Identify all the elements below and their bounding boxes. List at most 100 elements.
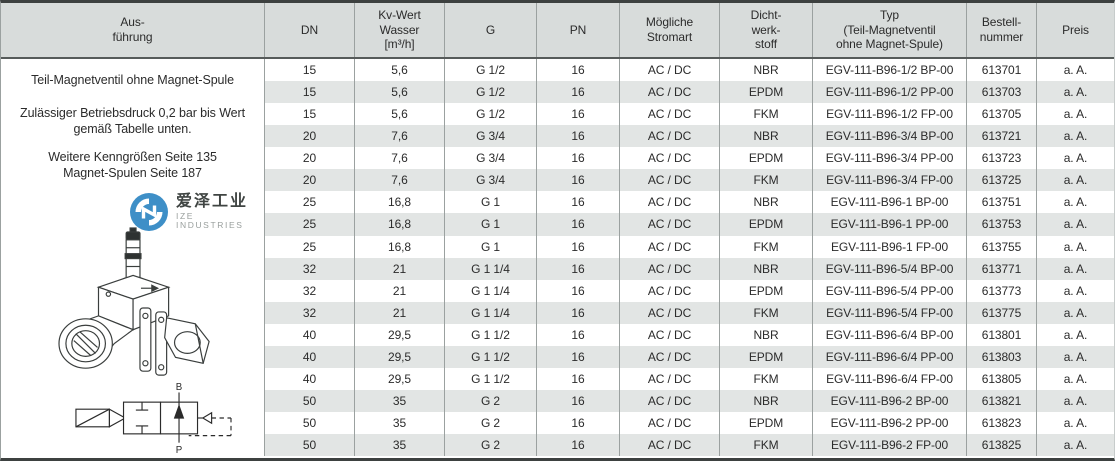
cell-dn: 20: [265, 169, 355, 192]
cell-dichtwerkstoff: FKM: [720, 367, 813, 390]
cell-bestellnummer: 613703: [967, 81, 1037, 104]
cell-kv: 35: [355, 389, 445, 412]
cell-preis: a. A.: [1063, 305, 1088, 320]
cell-dn: 50: [265, 389, 355, 412]
cell-bestellnummer: 613821: [967, 389, 1037, 412]
cell-stromart: AC / DC: [620, 147, 720, 170]
cell-typ: EGV-111-B96-5/4 BP-00: [813, 257, 967, 280]
cell-bestellnummer: 613775: [967, 301, 1037, 324]
schematic-port-b-label: B: [176, 382, 182, 393]
cell-bestellnummer: 613723: [967, 147, 1037, 170]
cell-kv: 29,5: [355, 345, 445, 368]
cell-pn: 16: [537, 345, 620, 368]
cell-pn: 16: [537, 301, 620, 324]
cell-pn: 16: [537, 367, 620, 390]
cell-stromart: AC / DC: [620, 257, 720, 280]
cell-dichtwerkstoff: FKM: [720, 235, 813, 258]
cell-pn: 16: [537, 213, 620, 236]
cell-bestellnummer: 613705: [967, 103, 1037, 126]
cell-bestellnummer: 613801: [967, 323, 1037, 346]
cell-g: G 3/4: [445, 125, 537, 148]
cell-g: G 1 1/2: [445, 345, 537, 368]
cell-stromart: AC / DC: [620, 169, 720, 192]
cell-stromart: AC / DC: [620, 191, 720, 214]
cell-pn: 16: [537, 323, 620, 346]
cell-bestellnummer: 613805: [967, 367, 1037, 390]
cell-typ: EGV-111-B96-1 PP-00: [813, 213, 967, 236]
cell-typ: EGV-111-B96-1/2 BP-00: [813, 59, 967, 82]
cell-preis: a. A.: [1063, 63, 1088, 78]
cell-preis: a. A.: [1063, 393, 1088, 408]
cell-stromart: AC / DC: [620, 323, 720, 346]
table-row: 20 7,6 G 3/4 16 AC / DC NBR EGV-111-B96-3/4 BP…: [265, 125, 1114, 148]
cell-typ: EGV-111-B96-3/4 PP-00: [813, 147, 967, 170]
cell-dichtwerkstoff: EPDM: [720, 147, 813, 170]
cell-bestellnummer: 613721: [967, 125, 1037, 148]
cell-kv: 35: [355, 412, 445, 435]
cell-kv: 16,8: [355, 235, 445, 258]
cell-g: G 1: [445, 191, 537, 214]
cell-dn: 40: [265, 345, 355, 368]
cell-g: G 1: [445, 235, 537, 258]
cell-dichtwerkstoff: NBR: [720, 389, 813, 412]
cell-typ: EGV-111-B96-6/4 BP-00: [813, 323, 967, 346]
cell-stromart: AC / DC: [620, 81, 720, 104]
cell-preis: a. A.: [1063, 416, 1088, 431]
cell-preis: a. A.: [1063, 195, 1088, 210]
cell-stromart: AC / DC: [620, 345, 720, 368]
cell-typ: EGV-111-B96-1 FP-00: [813, 235, 967, 258]
column-header-g: G: [445, 3, 537, 57]
table-row: 40 29,5 G 1 1/2 16 AC / DC EPDM EGV-111-B96-6/…: [265, 345, 1114, 368]
product-description: Teil-Magnetventil ohne Magnet-Spule: [31, 73, 234, 87]
cell-preis: a. A.: [1063, 107, 1088, 122]
cell-dn: 32: [265, 257, 355, 280]
cell-g: G 2: [445, 412, 537, 435]
table-row: 15 5,6 G 1/2 16 AC / DC EPDM EGV-111-B96-1/2 P…: [265, 81, 1114, 104]
cell-dn: 20: [265, 125, 355, 148]
cell-bestellnummer: 613701: [967, 59, 1037, 82]
cell-dn: 25: [265, 191, 355, 214]
cell-pn: 16: [537, 169, 620, 192]
cell-preis: a. A.: [1063, 283, 1088, 298]
cell-pn: 16: [537, 257, 620, 280]
cell-preis: a. A.: [1063, 217, 1088, 232]
table-row: 50 35 G 2 16 AC / DC NBR EGV-111-B96-2 BP-00 61…: [265, 389, 1114, 412]
cell-typ: EGV-111-B96-1/2 FP-00: [813, 103, 967, 126]
cell-stromart: AC / DC: [620, 389, 720, 412]
cell-typ: EGV-111-B96-3/4 FP-00: [813, 169, 967, 192]
cell-g: G 1 1/4: [445, 257, 537, 280]
cell-pn: 16: [537, 434, 620, 457]
cell-dn: 40: [265, 323, 355, 346]
ausfuehrung-info-cell: Teil-Magnetventil ohne Magnet-Spule Zulä…: [1, 59, 265, 456]
cell-g: G 3/4: [445, 169, 537, 192]
table-row: 32 21 G 1 1/4 16 AC / DC NBR EGV-111-B96-5/4 B…: [265, 257, 1114, 280]
table-row: 15 5,6 G 1/2 16 AC / DC NBR EGV-111-B96-1/2 BP…: [265, 59, 1114, 82]
brand-logo: 爱泽工业 IZE INDUSTRIES: [129, 192, 264, 232]
cell-kv: 16,8: [355, 213, 445, 236]
cell-pn: 16: [537, 191, 620, 214]
cell-pn: 16: [537, 81, 620, 104]
table-row: 40 29,5 G 1 1/2 16 AC / DC NBR EGV-111-B96-6/4…: [265, 323, 1114, 346]
cell-typ: EGV-111-B96-6/4 PP-00: [813, 345, 967, 368]
cell-dichtwerkstoff: NBR: [720, 257, 813, 280]
cell-dn: 15: [265, 81, 355, 104]
cell-preis: a. A.: [1063, 129, 1088, 144]
column-header-kv-wert: Kv-Wert Wasser [m³/h]: [355, 3, 445, 57]
cell-pn: 16: [537, 389, 620, 412]
cell-g: G 1 1/4: [445, 279, 537, 302]
ize-logo-icon: [130, 193, 168, 231]
cell-typ: EGV-111-B96-3/4 BP-00: [813, 125, 967, 148]
cell-typ: EGV-111-B96-1 BP-00: [813, 191, 967, 214]
cell-dichtwerkstoff: NBR: [720, 125, 813, 148]
cell-pn: 16: [537, 235, 620, 258]
cell-dichtwerkstoff: FKM: [720, 434, 813, 457]
valve-technical-drawing: [58, 227, 210, 376]
cell-stromart: AC / DC: [620, 125, 720, 148]
cell-dn: 20: [265, 147, 355, 170]
table-row: 15 5,6 G 1/2 16 AC / DC FKM EGV-111-B96-1/2 FP…: [265, 103, 1114, 126]
cell-g: G 3/4: [445, 147, 537, 170]
column-header-bestellnummer: Bestell- nummer: [967, 3, 1037, 57]
cell-dn: 50: [265, 434, 355, 457]
data-rows: 15 5,6 G 1/2 16 AC / DC NBR EGV-111-B96-1/2 BP…: [265, 59, 1114, 457]
cell-stromart: AC / DC: [620, 367, 720, 390]
